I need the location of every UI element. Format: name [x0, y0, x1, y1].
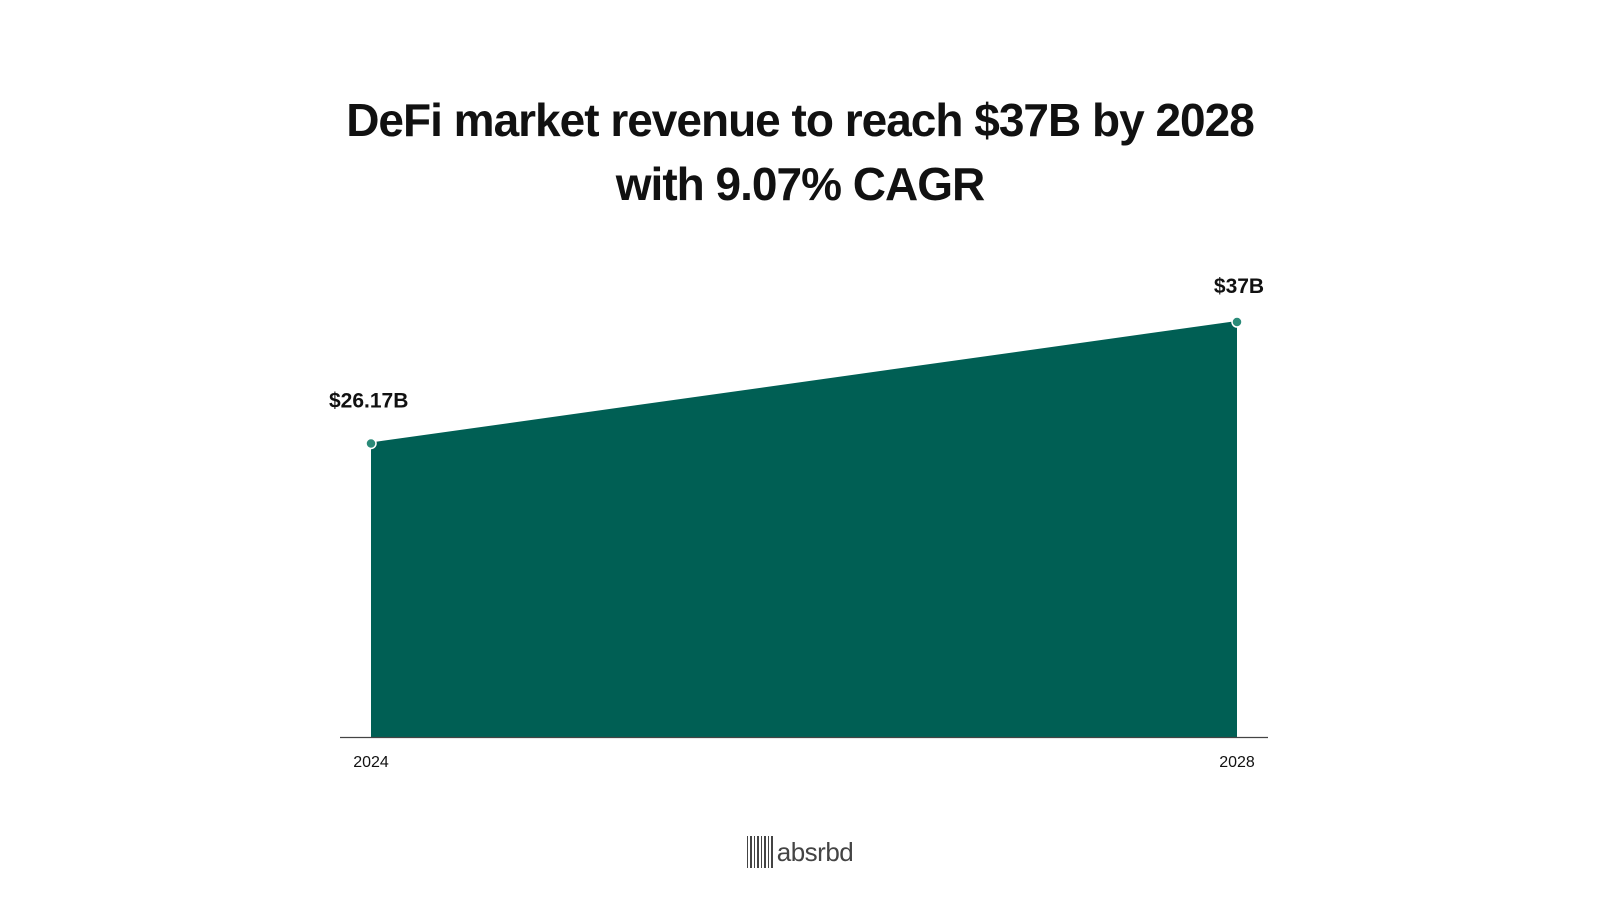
- series-line: [370, 321, 1238, 445]
- brand-name: absrbd: [776, 836, 854, 867]
- chart-title-line-2: with 9.07% CAGR: [615, 158, 985, 210]
- x-tick-label-2028: 2028: [1219, 754, 1255, 771]
- area-series: [371, 322, 1237, 737]
- barcode-icon: [746, 836, 773, 868]
- data-label-2028: $37B: [1214, 275, 1264, 298]
- data-point-2028: [1231, 316, 1243, 328]
- brand-logo: absrbd: [0, 836, 1600, 868]
- data-label-2024: $26.17B: [329, 389, 408, 412]
- chart-title-line-1: DeFi market revenue to reach $37B by 202…: [346, 94, 1255, 146]
- x-tick-label-2024: 2024: [353, 754, 389, 771]
- chart-title: DeFi market revenue to reach $37B by 202…: [0, 88, 1600, 216]
- data-point-2024: [365, 437, 377, 450]
